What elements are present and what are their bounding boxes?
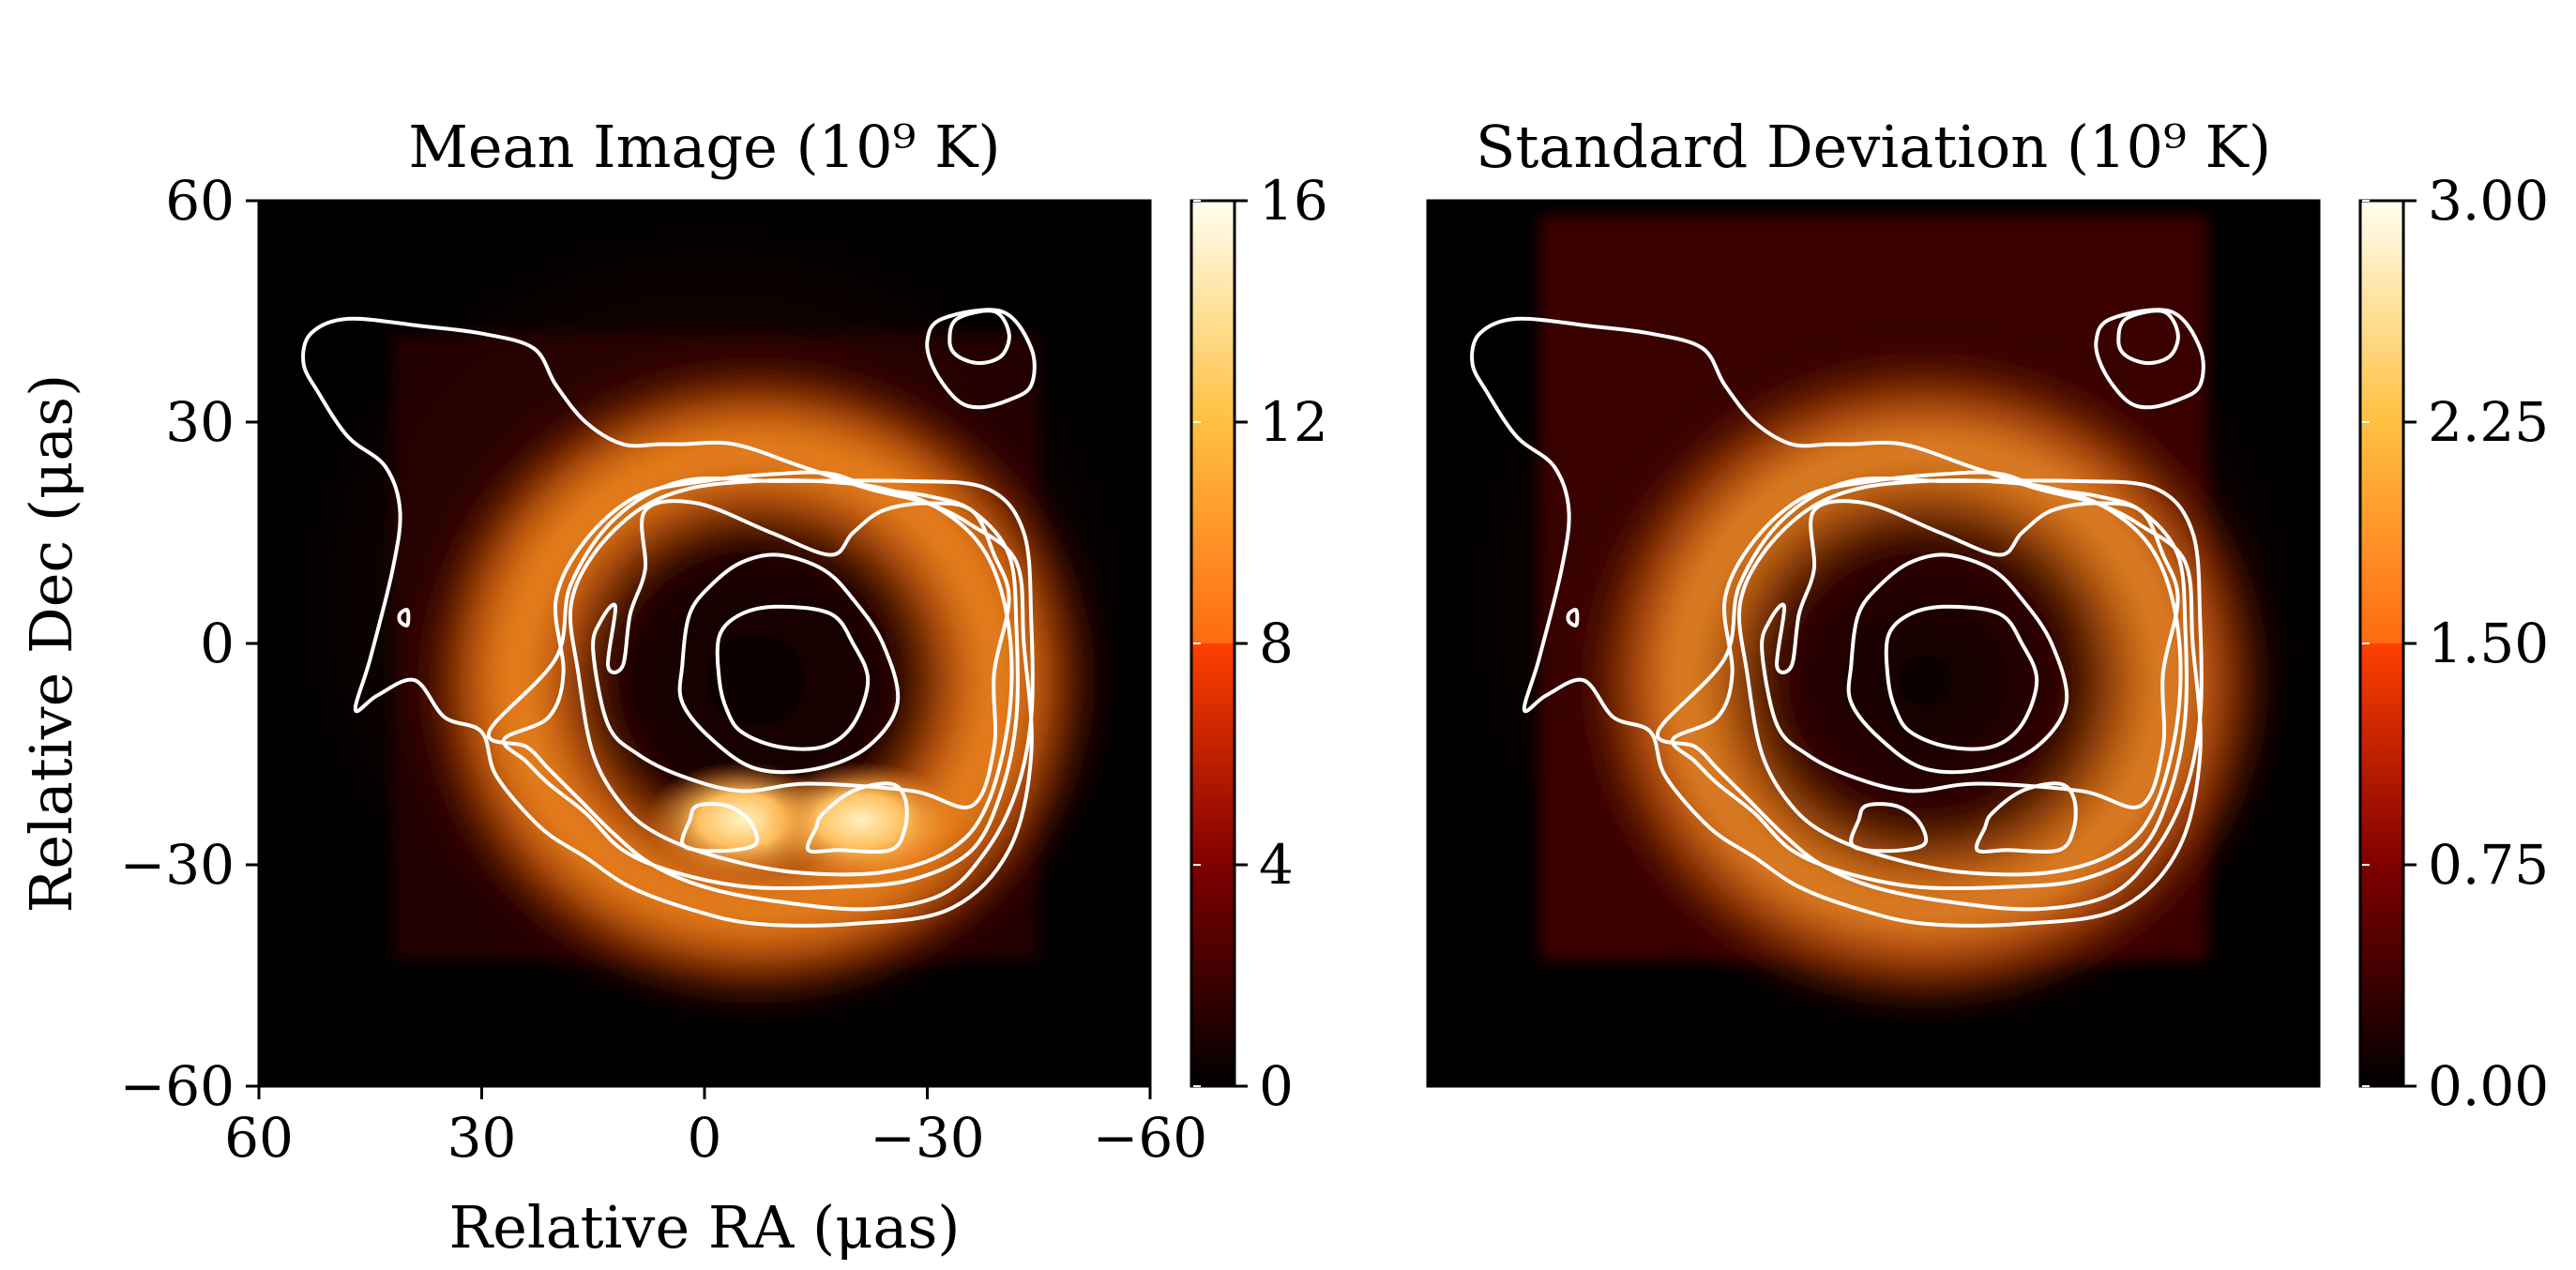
x-tick-label: 30: [447, 1106, 517, 1170]
contour-level-5: [1670, 470, 2189, 891]
std-dev-heatmap: [1442, 201, 2319, 1013]
contour-level-4: [568, 477, 1014, 877]
mean-image-contours: [301, 308, 1037, 928]
contour-level-2: [677, 552, 901, 775]
std-dev-colorbar-ticks: 0.00 0.75 1.50 2.25 3.00: [2362, 169, 2549, 1118]
mean-image-x-ticks: 60 30 0 −30 −60: [224, 1086, 1207, 1170]
contour-level-12: [1974, 781, 2078, 854]
contour-level-7: [301, 316, 1034, 928]
mean-image-y-ticks: 60 30 0 −30 −60: [120, 169, 259, 1118]
colorbar-tick-label: 2.25: [2428, 390, 2549, 454]
colorbar-tick-label: 0: [1259, 1054, 1294, 1118]
mean-image-title: Mean Image (10⁹ K): [408, 113, 1000, 181]
contour-level-9: [925, 308, 1037, 410]
colorbar-tick-label: 1.50: [2428, 612, 2549, 675]
mean-image-panel: Mean Image (10⁹ K) 60 30 0 −30 −60 60 30 0 −30 −…: [17, 113, 1207, 1262]
std-dev-colorbar: 0.00 0.75 1.50 2.25 3.00: [2358, 169, 2549, 1118]
contour-level-3: [1760, 499, 2180, 809]
mean-image-heatmap: [273, 201, 1150, 1013]
contour-level-8: [397, 608, 411, 627]
contour-level-1: [715, 604, 871, 751]
mean-image-colorbar: 0 4 8 12 16: [1190, 169, 1328, 1118]
colorbar-tick-label: 4: [1259, 833, 1294, 897]
contour-level-11: [680, 802, 760, 854]
colorbar-tick-label: 0.75: [2428, 833, 2549, 897]
contour-level-11: [1849, 802, 1929, 854]
std-dev-panel: Standard Deviation (10⁹ K): [1426, 113, 2321, 1088]
colorbar-tick-label: 0.00: [2428, 1054, 2549, 1118]
std-dev-title: Standard Deviation (10⁹ K): [1476, 113, 2271, 181]
ring-emission: [407, 348, 1106, 1013]
contour-level-12: [805, 781, 909, 854]
contour-level-10: [2116, 309, 2180, 366]
contour-level-2: [1846, 552, 2069, 775]
colorbar-tick-label: 16: [1259, 169, 1328, 233]
x-tick-label: 60: [224, 1106, 294, 1170]
y-tick-label: −60: [120, 1054, 235, 1118]
contour-level-10: [947, 309, 1011, 366]
colorbar-tick-label: 12: [1259, 390, 1328, 454]
x-tick-label: −60: [1093, 1106, 1207, 1170]
std-dev-colorbar-gradient: [2358, 199, 2405, 1088]
contour-level-7: [1470, 316, 2203, 928]
y-tick-label: −30: [120, 833, 235, 897]
y-tick-label: 30: [165, 390, 235, 454]
ring-emission: [1576, 348, 2275, 1013]
colorbar-tick-label: 3.00: [2428, 169, 2549, 233]
std-dev-contours: [1470, 308, 2205, 928]
contour-level-5: [501, 470, 1020, 891]
x-tick-label: 0: [688, 1106, 722, 1170]
y-tick-label: 0: [200, 612, 235, 675]
contour-level-1: [1884, 604, 2039, 751]
x-tick-label: −30: [870, 1106, 984, 1170]
contour-level-9: [2094, 308, 2205, 410]
x-axis-label: Relative RA (μas): [449, 1193, 961, 1262]
mean-image-colorbar-ticks: 0 4 8 12 16: [1193, 169, 1328, 1118]
contour-level-8: [1566, 608, 1580, 627]
colorbar-tick-label: 8: [1259, 612, 1294, 675]
contour-level-4: [1736, 477, 2183, 877]
y-tick-label: 60: [165, 169, 235, 233]
std-dev-axes-frame: [1426, 199, 2321, 1088]
contour-level-3: [591, 499, 1011, 809]
y-axis-label: Relative Dec (μas): [17, 374, 85, 914]
